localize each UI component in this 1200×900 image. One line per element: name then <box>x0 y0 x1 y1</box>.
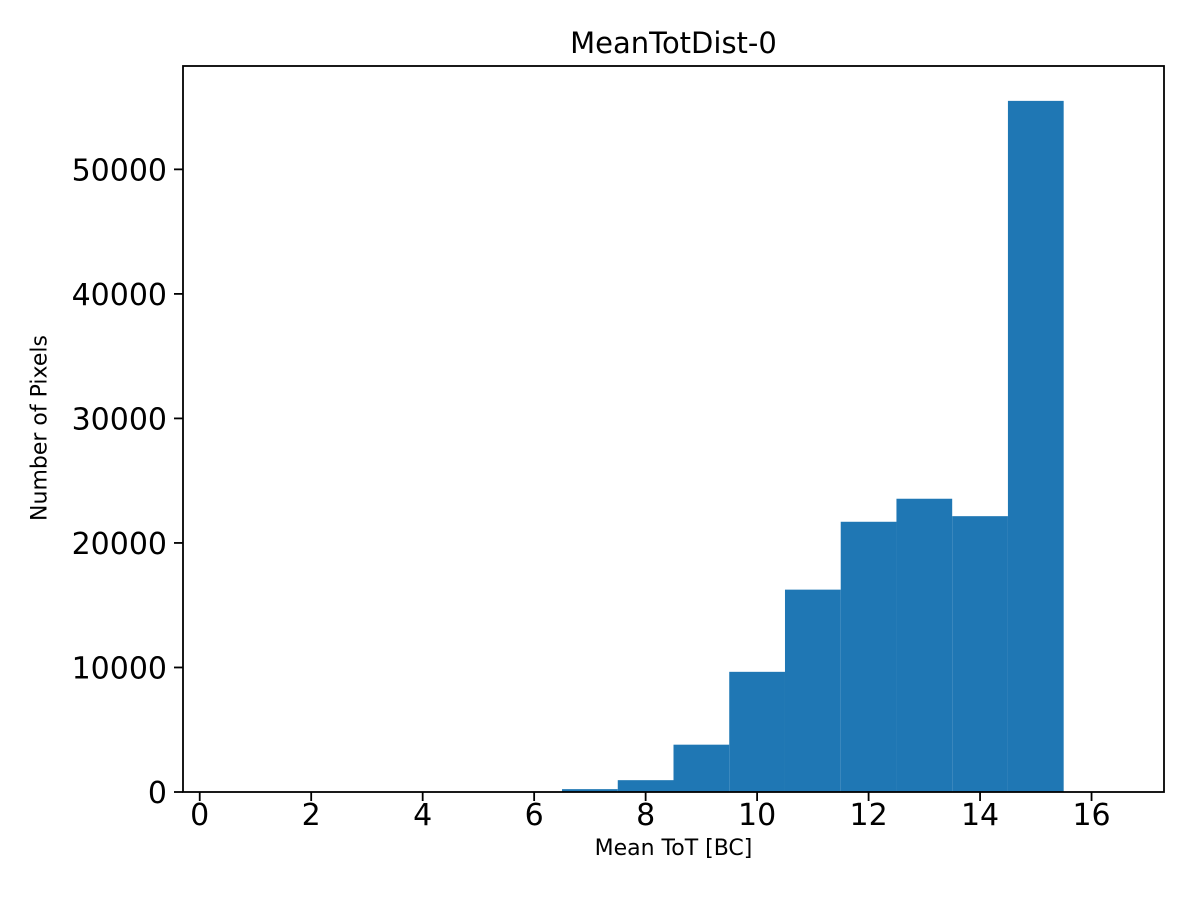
y-axis-label: Number of Pixels <box>27 335 53 521</box>
y-tick-label: 50000 <box>72 153 167 188</box>
x-tick-label: 16 <box>1072 798 1110 833</box>
histogram-bar <box>673 744 730 792</box>
y-tick-label: 40000 <box>72 278 167 313</box>
y-tick-label: 10000 <box>72 651 167 686</box>
x-tick-label: 8 <box>636 798 655 833</box>
histogram-bar <box>952 516 1008 792</box>
plot-border <box>182 65 1165 793</box>
histogram-bar <box>1007 100 1064 793</box>
histogram-bar <box>562 789 618 792</box>
x-tick-label: 0 <box>190 798 209 833</box>
y-tick-label: 0 <box>148 776 167 811</box>
x-tick-label: 10 <box>738 798 776 833</box>
y-tick-label: 30000 <box>72 402 167 437</box>
x-tick-label: 14 <box>961 798 999 833</box>
histogram-bar <box>729 671 785 792</box>
histogram-bar <box>784 589 841 792</box>
histogram-bar <box>617 780 674 792</box>
chart-title: MeanTotDist-0 <box>570 26 777 60</box>
x-tick-label: 6 <box>525 798 544 833</box>
histogram-bar <box>840 521 897 792</box>
x-tick-label: 2 <box>302 798 321 833</box>
x-tick-label: 12 <box>849 798 887 833</box>
x-axis-label: Mean ToT [BC] <box>594 836 753 861</box>
y-tick-label: 20000 <box>72 527 167 562</box>
histogram-bar <box>896 498 953 792</box>
x-tick-label: 4 <box>413 798 432 833</box>
